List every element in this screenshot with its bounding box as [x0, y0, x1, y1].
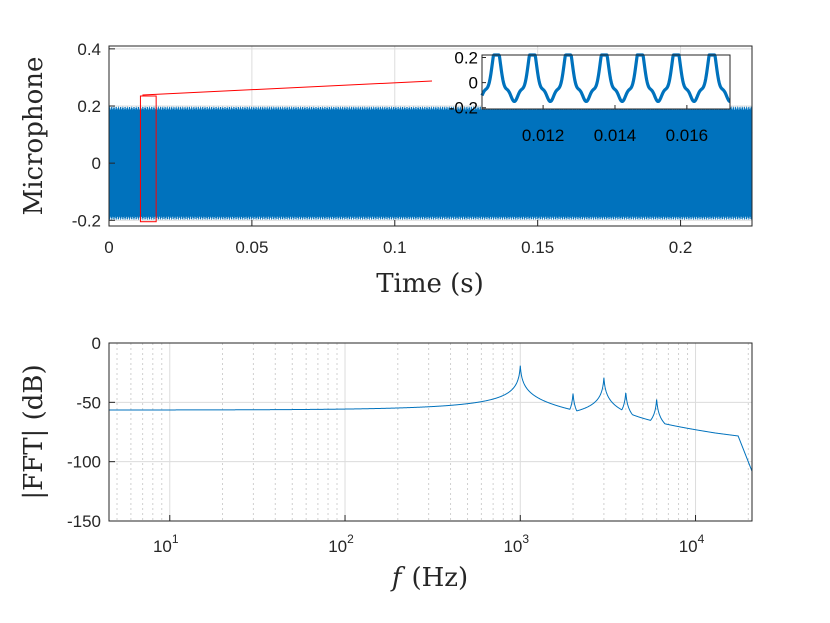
bottom-y-ticks: -150 -100 -50 0 — [67, 334, 115, 531]
bottom-y-tick-label: 0 — [92, 334, 101, 353]
bottom-x-tick-label: 102 — [328, 532, 354, 556]
bottom-x-tick-label: 104 — [679, 532, 705, 556]
inset-y-tick-label: 0 — [469, 74, 478, 93]
inset-x-tick-label: 0.012 — [522, 126, 565, 145]
top-y-tick-label: 0.2 — [77, 97, 101, 116]
top-axes-box — [108, 45, 753, 227]
time-domain-chart: 0 0.05 0.1 0.15 0.2 -0.200.20.4 Time (s) Mic… — [19, 40, 753, 299]
bottom-y-tick-label: -100 — [67, 453, 101, 472]
inset-x-tick-label: 0.014 — [594, 126, 637, 145]
top-x-axis-label: Time (s) — [376, 269, 484, 299]
inset-y-tick-label: -0.2 — [449, 99, 478, 118]
inset-x-ticks: 0.012 0.014 0.016 — [522, 105, 708, 145]
x-label-italic: f — [390, 563, 406, 593]
zoom-inset: 0.012 0.014 0.016 -0.2 0 0.2 — [449, 49, 732, 145]
inset-axes-box — [481, 54, 731, 110]
bottom-axes-box — [108, 342, 753, 522]
fft-chart: 101 102 103 104 -150-100-500 f (Hz) |FFT| (d… — [19, 334, 753, 593]
top-x-tick-label: 0.1 — [383, 238, 407, 257]
inset-x-tick-label: 0.016 — [666, 126, 709, 145]
inset-y-ticks: -0.2 0 0.2 — [449, 49, 486, 118]
top-y-tick-label: -0.2 — [72, 211, 101, 230]
zoom-rectangle — [139, 95, 157, 223]
bottom-y-axis-label: |FFT| (dB) — [19, 364, 49, 499]
inset-y-tick-label: 0.2 — [454, 49, 478, 68]
tick-exponent: 4 — [698, 532, 705, 546]
fft-magnitude-path — [109, 365, 753, 472]
bottom-x-ticks: 101 102 103 104 — [153, 515, 705, 556]
bottom-y-tick-label: -50 — [76, 393, 101, 412]
tick-base: 10 — [679, 537, 698, 556]
tick-base: 10 — [328, 537, 347, 556]
microphone-signal-line — [108, 106, 753, 220]
top-x-tick-label: 0.05 — [235, 238, 268, 257]
top-x-tick-label: 0.2 — [669, 238, 693, 257]
inset-plot-area — [482, 55, 730, 109]
zoom-connector-line — [142, 80, 433, 96]
top-y-tick-label: 0 — [92, 154, 101, 173]
top-y-ticks: -0.2 0 0.2 0.4 — [72, 40, 115, 230]
x-label-units: (Hz) — [411, 563, 468, 593]
bottom-x-axis-label: f (Hz) — [390, 563, 468, 593]
tick-base: 10 — [503, 537, 522, 556]
bottom-plot-area — [109, 343, 752, 521]
bottom-x-tick-label: 101 — [153, 532, 179, 556]
fft-magnitude-line — [109, 365, 753, 472]
bottom-y-tick-label: -150 — [67, 512, 101, 531]
tick-base: 10 — [153, 537, 172, 556]
top-x-tick-label: 0.15 — [521, 238, 554, 257]
top-y-tick-label: 0.4 — [77, 40, 101, 59]
tick-exponent: 2 — [347, 532, 354, 546]
microphone-signal-inner-path — [108, 131, 753, 192]
top-x-ticks: 0 0.05 0.1 0.15 0.2 — [104, 220, 692, 257]
top-x-tick-label: 0 — [104, 238, 113, 257]
tick-exponent: 1 — [172, 532, 179, 546]
tick-exponent: 3 — [522, 532, 529, 546]
top-y-axis-label: Microphone — [19, 57, 49, 216]
bottom-x-tick-label: 103 — [503, 532, 529, 556]
